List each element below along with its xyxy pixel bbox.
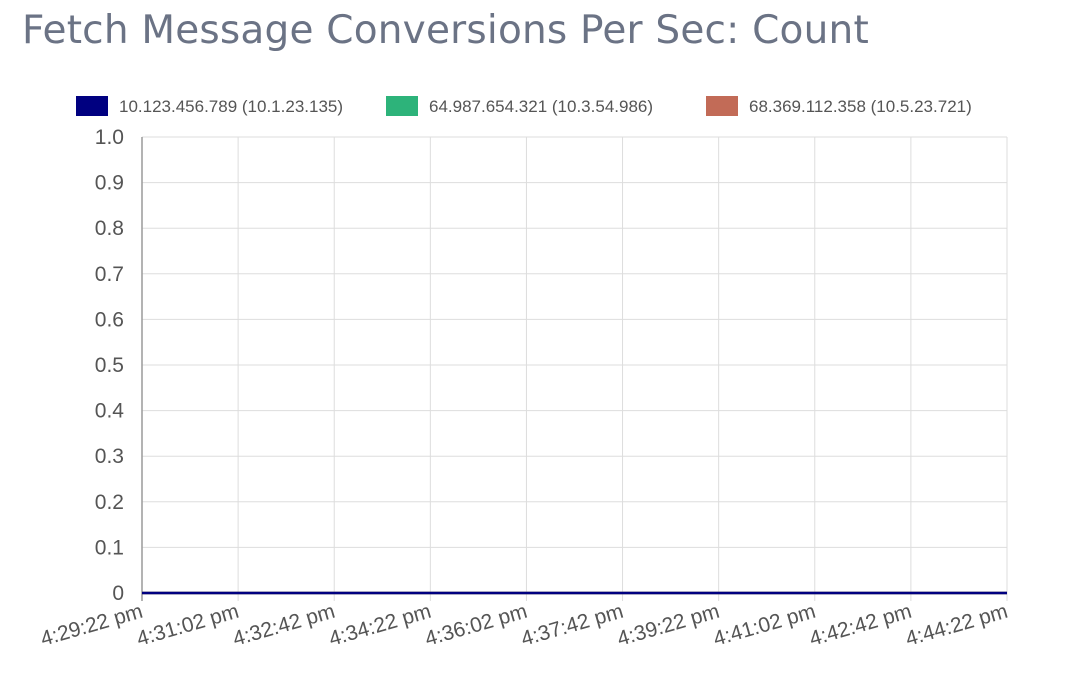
legend-label-1[interactable]: 10.123.456.789 (10.1.23.135) — [119, 97, 343, 116]
y-tick-label: 0.6 — [95, 308, 124, 331]
y-tick-label: 0.9 — [95, 172, 124, 195]
grid — [141, 136, 1008, 601]
legend: 10.123.456.789 (10.1.23.135) 64.987.654.3… — [76, 96, 972, 116]
y-tick-label: 0.8 — [95, 217, 124, 240]
chart-title: Fetch Message Conversions Per Sec: Count — [22, 8, 869, 53]
x-tick-label: 4:41:02 pm — [711, 600, 818, 651]
x-tick-label: 4:44:22 pm — [903, 600, 1010, 651]
legend-swatch-3[interactable] — [706, 96, 738, 116]
x-tick-label: 4:32:42 pm — [230, 600, 337, 651]
y-tick-label: 0.5 — [95, 354, 124, 377]
x-tick-label: 4:37:42 pm — [519, 600, 626, 651]
x-tick-label: 4:36:02 pm — [422, 600, 529, 651]
x-tick-label: 4:34:22 pm — [326, 600, 433, 651]
y-tick-label: 0 — [112, 582, 124, 605]
y-tick-label: 0.1 — [95, 536, 124, 559]
legend-swatch-1[interactable] — [76, 96, 108, 116]
y-tick-label: 0.2 — [95, 491, 124, 514]
y-tick-label: 0.3 — [95, 445, 124, 468]
y-axis-ticks: 0 0.1 0.2 0.3 0.4 0.5 0.6 0.7 0.8 0.9 1.0 — [95, 126, 125, 605]
legend-swatch-2[interactable] — [386, 96, 418, 116]
y-tick-label: 0.4 — [95, 400, 125, 423]
x-axis-ticks: 4:29:22 pm4:31:02 pm4:32:42 pm4:34:22 pm… — [38, 600, 1010, 651]
x-tick-label: 4:29:22 pm — [38, 600, 145, 651]
y-tick-label: 1.0 — [95, 126, 124, 149]
x-tick-label: 4:39:22 pm — [615, 600, 722, 651]
y-tick-label: 0.7 — [95, 263, 124, 286]
x-tick-label: 4:31:02 pm — [134, 600, 241, 651]
x-tick-label: 4:42:42 pm — [807, 600, 914, 651]
legend-label-2[interactable]: 64.987.654.321 (10.3.54.986) — [429, 97, 653, 116]
legend-label-3[interactable]: 68.369.112.358 (10.5.23.721) — [749, 97, 972, 116]
